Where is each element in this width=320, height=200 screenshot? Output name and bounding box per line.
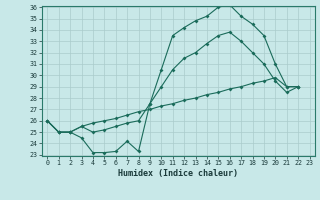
X-axis label: Humidex (Indice chaleur): Humidex (Indice chaleur) <box>118 169 238 178</box>
